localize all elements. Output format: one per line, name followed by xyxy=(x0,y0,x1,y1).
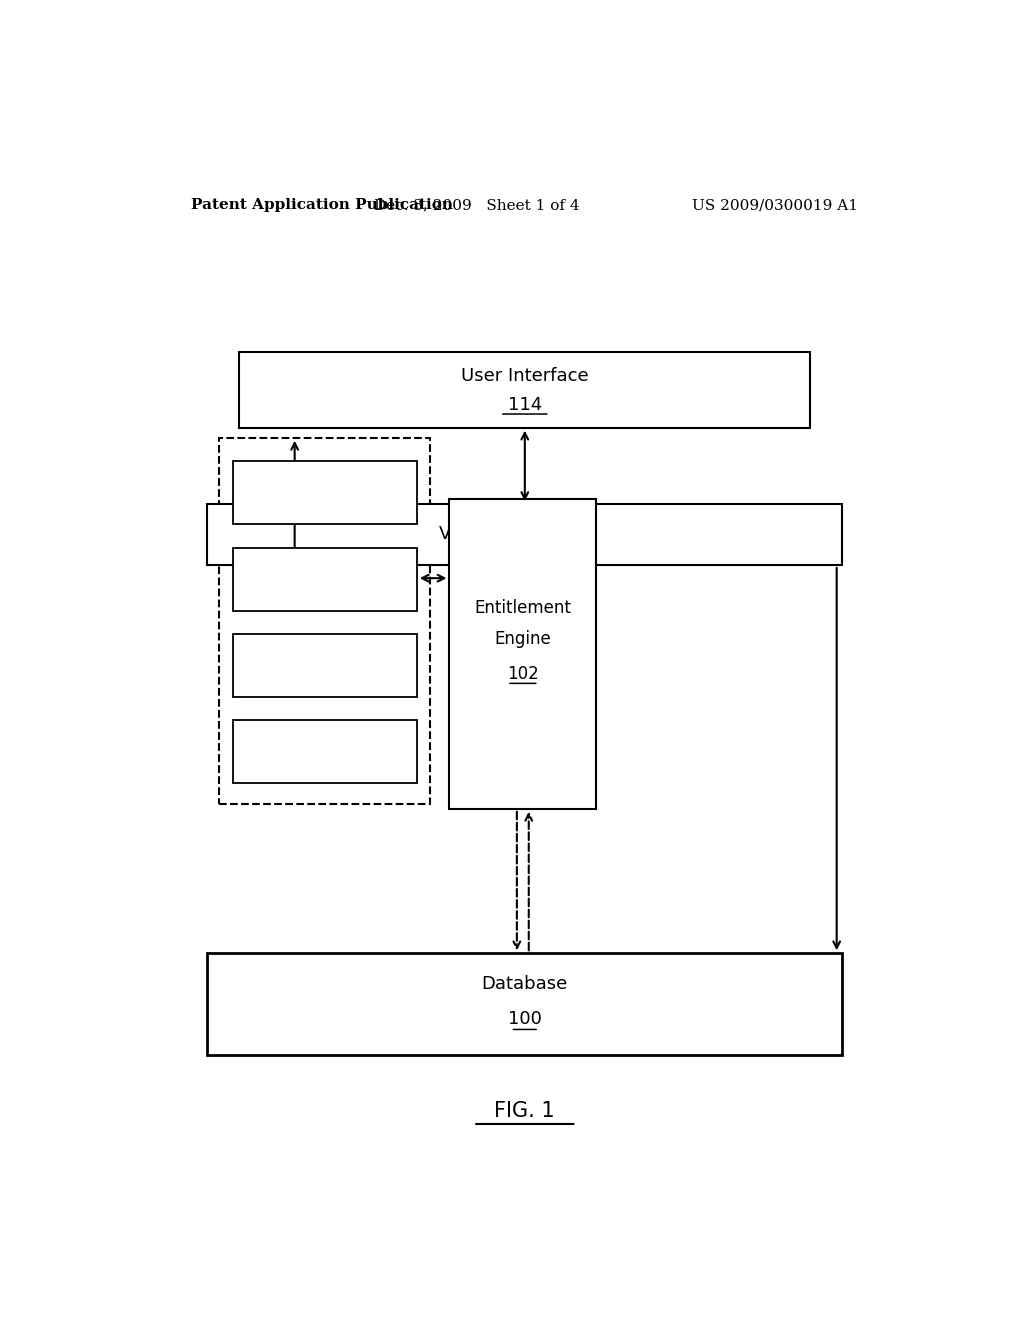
Text: US 2009/0300019 A1: US 2009/0300019 A1 xyxy=(692,198,858,213)
Bar xyxy=(207,504,843,565)
Bar xyxy=(232,721,417,784)
Text: View Layer 112: View Layer 112 xyxy=(439,525,579,544)
Text: 102: 102 xyxy=(507,665,539,684)
Bar xyxy=(207,953,843,1055)
Bar xyxy=(219,438,430,804)
Text: 106: 106 xyxy=(310,673,339,688)
Bar xyxy=(240,351,811,428)
Text: User Interface: User Interface xyxy=(461,367,589,385)
Text: Entitlement: Entitlement xyxy=(474,599,571,618)
Text: 110: 110 xyxy=(310,500,339,516)
Text: Database: Database xyxy=(481,974,568,993)
Bar xyxy=(450,499,596,809)
Bar xyxy=(232,461,417,524)
Text: Entitlement Detail Table: Entitlement Detail Table xyxy=(232,731,417,746)
Text: 114: 114 xyxy=(508,396,542,414)
Text: Dec. 3, 2009   Sheet 1 of 4: Dec. 3, 2009 Sheet 1 of 4 xyxy=(375,198,580,213)
Bar xyxy=(232,634,417,697)
Text: 108: 108 xyxy=(310,587,339,602)
Text: Entitleable Table: Entitleable Table xyxy=(261,558,388,573)
Bar xyxy=(232,548,417,611)
Text: Entitlement Table: Entitlement Table xyxy=(258,645,392,660)
Text: Patent Application Publication: Patent Application Publication xyxy=(191,198,454,213)
Text: 104: 104 xyxy=(310,760,339,775)
Text: Chasing Rules Table: Chasing Rules Table xyxy=(249,473,400,487)
Text: FIG. 1: FIG. 1 xyxy=(495,1101,555,1121)
Text: 100: 100 xyxy=(508,1010,542,1028)
Text: Engine: Engine xyxy=(495,630,551,648)
